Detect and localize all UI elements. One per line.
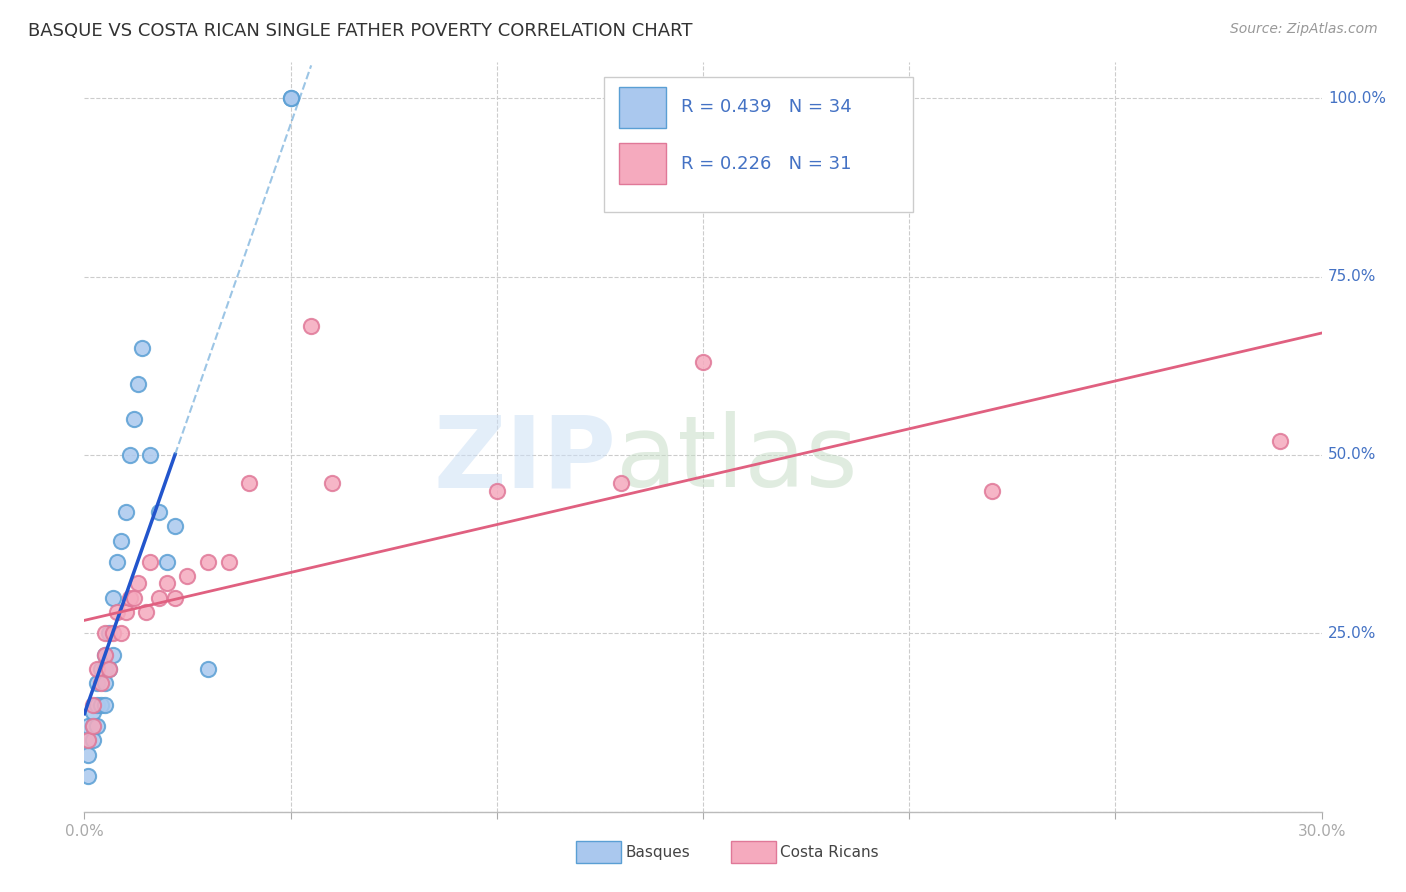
Point xyxy=(94,648,117,662)
Point xyxy=(90,676,112,690)
Point xyxy=(280,91,302,105)
Point xyxy=(165,591,187,605)
Text: Basques: Basques xyxy=(626,846,690,860)
Point xyxy=(77,719,100,733)
Point xyxy=(980,483,1002,498)
Text: 75.0%: 75.0% xyxy=(1327,269,1376,284)
Point xyxy=(103,626,125,640)
Point xyxy=(94,662,117,676)
Point xyxy=(321,476,343,491)
Point xyxy=(122,412,145,426)
Point xyxy=(131,341,153,355)
Point xyxy=(139,448,162,462)
Point xyxy=(110,533,132,548)
Point xyxy=(103,591,125,605)
Point xyxy=(110,626,132,640)
Point xyxy=(103,648,125,662)
Point xyxy=(82,719,104,733)
Point xyxy=(105,555,128,569)
Point xyxy=(139,555,162,569)
Point xyxy=(86,719,108,733)
Point xyxy=(135,605,157,619)
Point xyxy=(609,476,631,491)
Point xyxy=(98,662,121,676)
FancyBboxPatch shape xyxy=(619,143,666,185)
Point xyxy=(485,483,508,498)
Point xyxy=(94,648,117,662)
Point xyxy=(218,555,240,569)
Text: ZIP: ZIP xyxy=(433,411,616,508)
Point xyxy=(94,626,117,640)
Point xyxy=(86,698,108,712)
Text: 25.0%: 25.0% xyxy=(1327,626,1376,640)
Text: 50.0%: 50.0% xyxy=(1327,448,1376,462)
Text: Source: ZipAtlas.com: Source: ZipAtlas.com xyxy=(1230,22,1378,37)
Point xyxy=(77,769,100,783)
Point xyxy=(114,605,136,619)
Point xyxy=(118,448,141,462)
Point xyxy=(156,576,179,591)
Point xyxy=(238,476,260,491)
Point xyxy=(299,319,322,334)
Point xyxy=(90,662,112,676)
Point xyxy=(77,733,100,747)
Point xyxy=(82,719,104,733)
Point xyxy=(105,605,128,619)
Text: R = 0.439   N = 34: R = 0.439 N = 34 xyxy=(681,98,852,116)
Point xyxy=(77,733,100,747)
Point xyxy=(77,747,100,762)
Point xyxy=(90,698,112,712)
FancyBboxPatch shape xyxy=(619,87,666,128)
Point xyxy=(165,519,187,533)
Point xyxy=(197,555,219,569)
Point xyxy=(176,569,198,583)
Text: BASQUE VS COSTA RICAN SINGLE FATHER POVERTY CORRELATION CHART: BASQUE VS COSTA RICAN SINGLE FATHER POVE… xyxy=(28,22,693,40)
Point xyxy=(127,376,149,391)
Point xyxy=(82,698,104,712)
Point xyxy=(692,355,714,369)
Text: 100.0%: 100.0% xyxy=(1327,91,1386,105)
Point xyxy=(197,662,219,676)
Point xyxy=(82,733,104,747)
Point xyxy=(86,676,108,690)
Text: Costa Ricans: Costa Ricans xyxy=(780,846,879,860)
Point xyxy=(86,662,108,676)
Point xyxy=(280,91,302,105)
Point xyxy=(127,576,149,591)
Point xyxy=(148,505,170,519)
Point xyxy=(122,591,145,605)
Point xyxy=(98,662,121,676)
Point xyxy=(156,555,179,569)
Point xyxy=(1270,434,1292,448)
Text: atlas: atlas xyxy=(616,411,858,508)
Point xyxy=(98,626,121,640)
Point xyxy=(114,505,136,519)
Point xyxy=(118,591,141,605)
Point xyxy=(148,591,170,605)
Point xyxy=(94,698,117,712)
Point xyxy=(94,676,117,690)
Point xyxy=(82,705,104,719)
Text: R = 0.226   N = 31: R = 0.226 N = 31 xyxy=(681,154,851,172)
FancyBboxPatch shape xyxy=(605,78,914,212)
